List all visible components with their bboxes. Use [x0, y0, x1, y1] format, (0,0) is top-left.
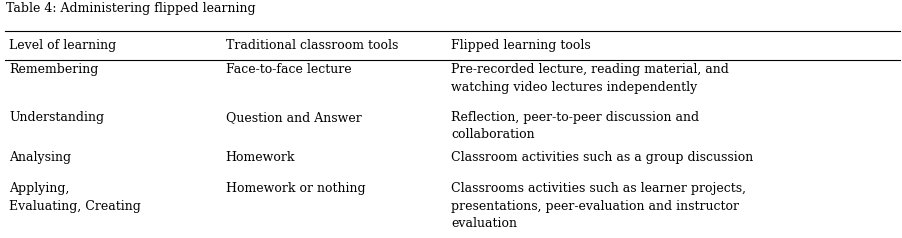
Text: Classroom activities such as a group discussion: Classroom activities such as a group dis…	[451, 151, 753, 164]
Text: Face-to-face lecture: Face-to-face lecture	[226, 63, 351, 76]
Text: Pre-recorded lecture, reading material, and
watching video lectures independentl: Pre-recorded lecture, reading material, …	[451, 63, 729, 94]
Text: Classrooms activities such as learner projects,
presentations, peer-evaluation a: Classrooms activities such as learner pr…	[451, 182, 746, 230]
Text: Traditional classroom tools: Traditional classroom tools	[226, 39, 398, 52]
Text: Analysing: Analysing	[9, 151, 71, 164]
Text: Table 4: Administering flipped learning: Table 4: Administering flipped learning	[6, 2, 256, 15]
Text: Question and Answer: Question and Answer	[226, 111, 361, 124]
Text: Remembering: Remembering	[9, 63, 98, 76]
Text: Homework or nothing: Homework or nothing	[226, 182, 365, 195]
Text: Homework: Homework	[226, 151, 295, 164]
Text: Understanding: Understanding	[9, 111, 104, 124]
Text: Applying,
Evaluating, Creating: Applying, Evaluating, Creating	[9, 182, 141, 213]
Text: Level of learning: Level of learning	[9, 39, 116, 52]
Text: Flipped learning tools: Flipped learning tools	[451, 39, 591, 52]
Text: Reflection, peer-to-peer discussion and
collaboration: Reflection, peer-to-peer discussion and …	[451, 111, 699, 141]
